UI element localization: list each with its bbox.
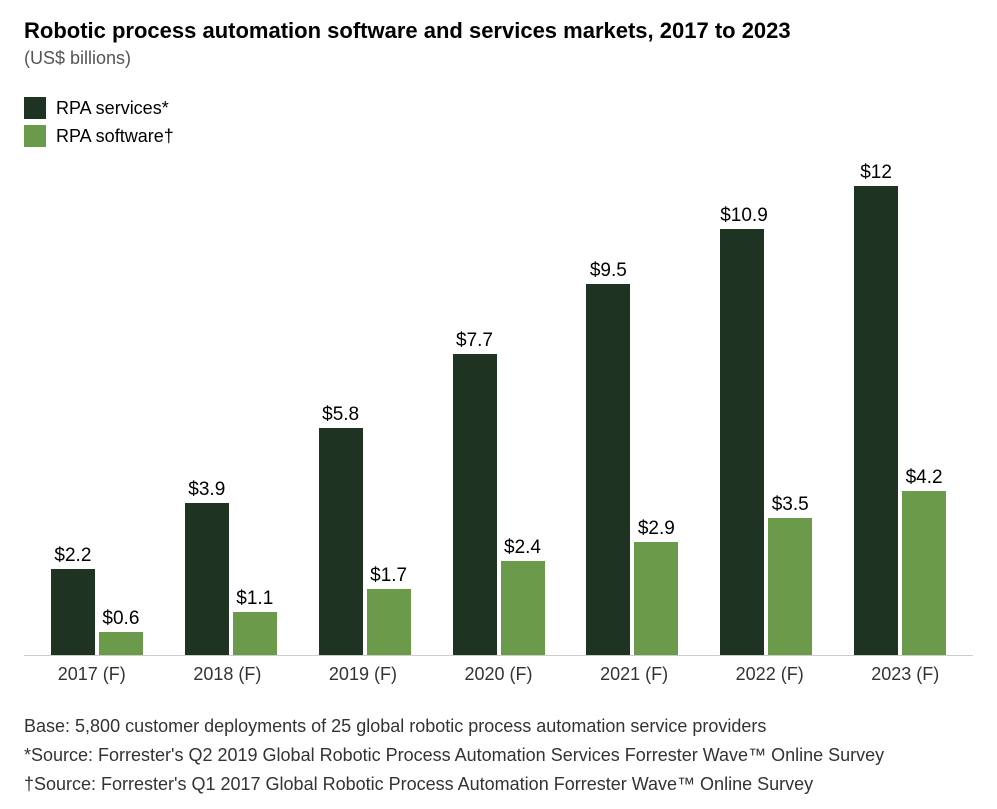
bar-group: $5.8$1.7 bbox=[298, 155, 432, 655]
bar-rect bbox=[185, 503, 229, 655]
xaxis-tick: 2020 (F) bbox=[431, 664, 567, 685]
chart-plot-area: $2.2$0.6$3.9$1.1$5.8$1.7$7.7$2.4$9.5$2.9… bbox=[24, 155, 973, 655]
xaxis-tick: 2017 (F) bbox=[24, 664, 160, 685]
bar-value-label: $2.2 bbox=[51, 545, 95, 567]
bar-group: $3.9$1.1 bbox=[164, 155, 298, 655]
bar-group: $12$4.2 bbox=[833, 155, 967, 655]
bar-rect bbox=[51, 569, 95, 655]
bar-rect bbox=[902, 491, 946, 655]
bar-rect bbox=[233, 612, 277, 655]
xaxis-tick: 2022 (F) bbox=[702, 664, 838, 685]
bar-rect bbox=[634, 542, 678, 655]
bar-rect bbox=[768, 518, 812, 655]
bar: $1.7 bbox=[367, 589, 411, 655]
bar: $2.9 bbox=[634, 542, 678, 655]
bar: $1.1 bbox=[233, 612, 277, 655]
footnote-line: Base: 5,800 customer deployments of 25 g… bbox=[24, 713, 973, 740]
bar-value-label: $5.8 bbox=[319, 404, 363, 426]
bar-rect bbox=[319, 428, 363, 655]
bar-rect bbox=[586, 284, 630, 655]
legend-item: RPA software† bbox=[24, 125, 973, 147]
bar-value-label: $10.9 bbox=[720, 205, 764, 227]
bar-rect bbox=[453, 354, 497, 655]
bar: $9.5 bbox=[586, 284, 630, 655]
bar: $10.9 bbox=[720, 229, 764, 655]
legend-swatch bbox=[24, 97, 46, 119]
xaxis-tick: 2023 (F) bbox=[837, 664, 973, 685]
bar-value-label: $4.2 bbox=[902, 467, 946, 489]
legend-label: RPA software† bbox=[56, 126, 174, 147]
bar-rect bbox=[367, 589, 411, 655]
bar-value-label: $0.6 bbox=[99, 608, 143, 630]
xaxis-tick: 2018 (F) bbox=[160, 664, 296, 685]
bar: $7.7 bbox=[453, 354, 497, 655]
footnote-line: *Source: Forrester's Q2 2019 Global Robo… bbox=[24, 742, 973, 769]
footnotes: Base: 5,800 customer deployments of 25 g… bbox=[24, 713, 973, 798]
bar-value-label: $1.1 bbox=[233, 588, 277, 610]
chart-subtitle: (US$ billions) bbox=[24, 48, 973, 69]
bar-value-label: $2.4 bbox=[501, 537, 545, 559]
legend: RPA services* RPA software† bbox=[24, 97, 973, 147]
xaxis-tick: 2019 (F) bbox=[295, 664, 431, 685]
bar-value-label: $1.7 bbox=[367, 565, 411, 587]
bar-value-label: $7.7 bbox=[453, 330, 497, 352]
bar: $3.9 bbox=[185, 503, 229, 655]
bar: $2.2 bbox=[51, 569, 95, 655]
bar-value-label: $3.5 bbox=[768, 494, 812, 516]
chart-title: Robotic process automation software and … bbox=[24, 18, 973, 44]
bar-group: $7.7$2.4 bbox=[432, 155, 566, 655]
bar-group: $2.2$0.6 bbox=[30, 155, 164, 655]
bar-rect bbox=[99, 632, 143, 655]
bar-rect bbox=[720, 229, 764, 655]
bar-group: $10.9$3.5 bbox=[699, 155, 833, 655]
bar-value-label: $12 bbox=[854, 162, 898, 184]
legend-swatch bbox=[24, 125, 46, 147]
bar: $12 bbox=[854, 186, 898, 655]
footnote-line: †Source: Forrester's Q1 2017 Global Robo… bbox=[24, 771, 973, 798]
bar: $5.8 bbox=[319, 428, 363, 655]
chart: $2.2$0.6$3.9$1.1$5.8$1.7$7.7$2.4$9.5$2.9… bbox=[24, 155, 973, 685]
legend-label: RPA services* bbox=[56, 98, 169, 119]
bar-value-label: $9.5 bbox=[586, 260, 630, 282]
bar: $2.4 bbox=[501, 561, 545, 655]
legend-item: RPA services* bbox=[24, 97, 973, 119]
bar-value-label: $3.9 bbox=[185, 479, 229, 501]
bar: $0.6 bbox=[99, 632, 143, 655]
bar: $4.2 bbox=[902, 491, 946, 655]
chart-xaxis: 2017 (F)2018 (F)2019 (F)2020 (F)2021 (F)… bbox=[24, 655, 973, 685]
bar-rect bbox=[854, 186, 898, 655]
bar-rect bbox=[501, 561, 545, 655]
bar: $3.5 bbox=[768, 518, 812, 655]
xaxis-tick: 2021 (F) bbox=[566, 664, 702, 685]
bar-value-label: $2.9 bbox=[634, 518, 678, 540]
bar-group: $9.5$2.9 bbox=[565, 155, 699, 655]
